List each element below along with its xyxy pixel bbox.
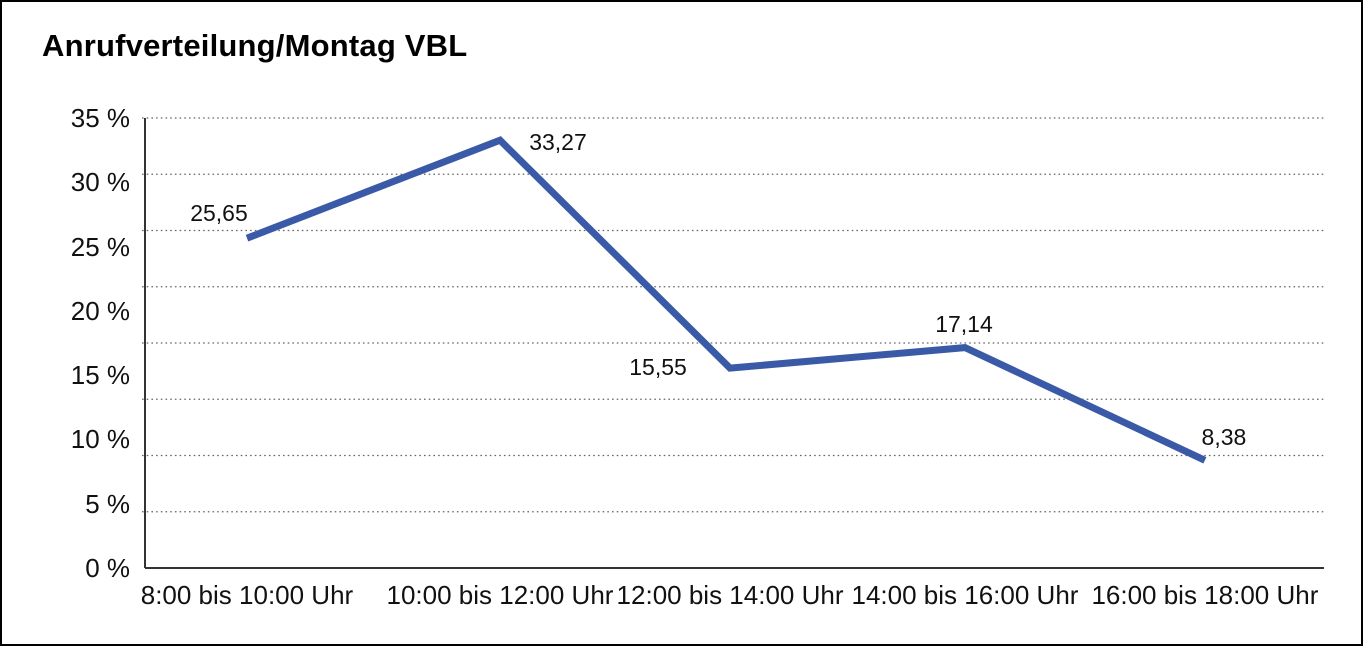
y-axis-tick-label: 5 % <box>85 488 130 519</box>
x-axis-category-label: 14:00 bis 16:00 Uhr <box>851 580 1079 610</box>
x-axis-category-label: 10:00 bis 12:00 Uhr <box>386 580 614 610</box>
data-point-value-label: 17,14 <box>935 310 993 337</box>
x-axis-category-label: 12:00 bis 14:00 Uhr <box>616 580 844 610</box>
x-axis-category-label: 8:00 bis 10:00 Uhr <box>140 580 354 610</box>
y-axis-tick-label: 30 % <box>70 167 130 198</box>
data-point-value-label: 8,38 <box>1201 424 1247 451</box>
line-chart-plot-area <box>142 117 1324 569</box>
chart-title: Anrufverteilung/Montag VBL <box>42 28 468 63</box>
y-axis-tick-label: 0 % <box>85 553 130 583</box>
chart-line-series <box>245 136 1207 464</box>
x-axis-category-label: 16:00 bis 18:00 Uhr <box>1091 580 1319 610</box>
y-axis-tick-label: 10 % <box>70 424 130 455</box>
data-point-value-label: 15,55 <box>629 354 687 381</box>
y-axis-tick-label: 15 % <box>70 360 130 391</box>
data-point-value-label: 33,27 <box>529 129 587 156</box>
y-axis-tick-label: 20 % <box>70 295 130 326</box>
data-point-value-label: 25,65 <box>190 200 248 227</box>
y-axis-tick-label: 25 % <box>70 231 130 262</box>
y-axis-tick-label: 35 % <box>70 103 130 133</box>
